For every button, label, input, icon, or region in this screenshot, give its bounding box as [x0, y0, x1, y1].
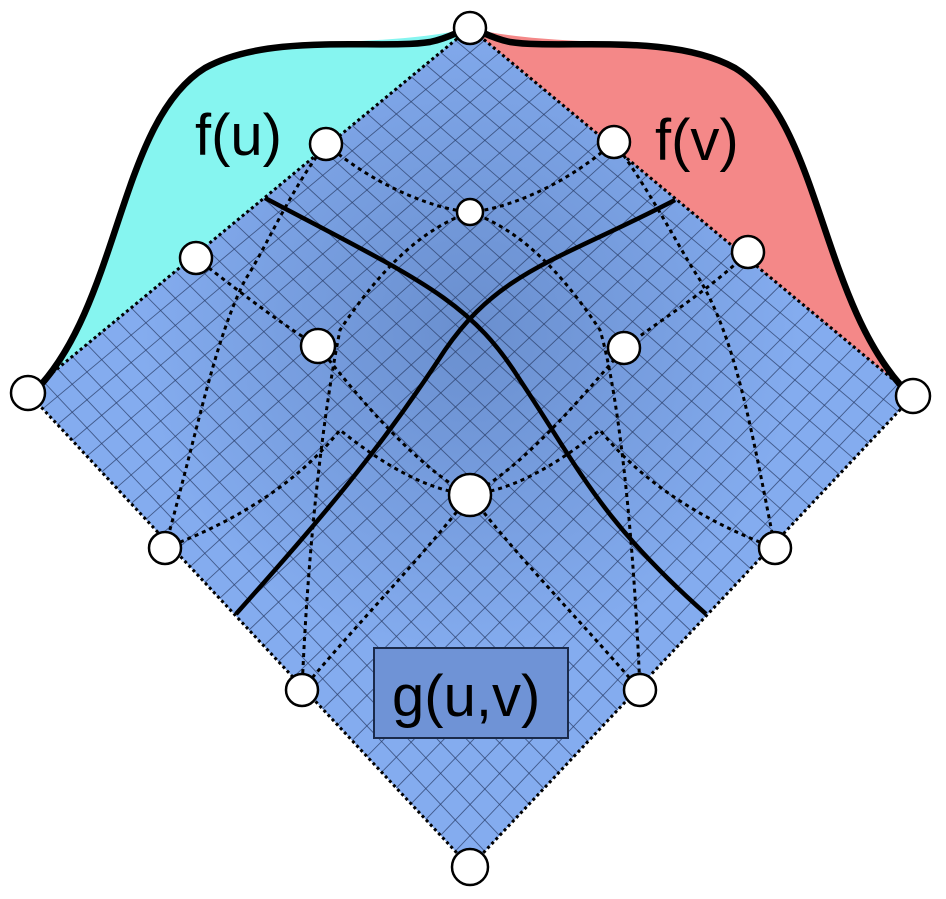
dotted-isoline-right-1	[612, 141, 777, 549]
solid-curve-right	[234, 198, 677, 616]
grid-line	[454, 39, 899, 413]
control-point-far-left[interactable]	[9, 374, 47, 412]
solid-curves	[234, 196, 708, 616]
control-point-center[interactable]	[447, 472, 493, 518]
control-point-top[interactable]	[452, 10, 488, 46]
label-f-u: f(u)	[195, 103, 282, 168]
grid-line	[425, 358, 870, 820]
control-point-mid-right[interactable]	[730, 234, 766, 270]
control-point-inner-left[interactable]	[299, 327, 337, 365]
grid-line	[440, 51, 884, 428]
control-point-mid-left[interactable]	[178, 240, 214, 276]
dotted-isoline-bottom-left	[300, 494, 472, 691]
control-point-inner-right[interactable]	[606, 330, 642, 366]
dotted-isoline-left-1	[163, 143, 328, 549]
control-point-bottom[interactable]	[450, 847, 490, 887]
dotted-isoline-bottom-right	[468, 494, 642, 691]
label-f-v: f(v)	[655, 108, 739, 173]
label-g-uv: g(u,v)	[392, 664, 540, 729]
grid-line	[410, 76, 855, 460]
grid-line	[425, 64, 869, 444]
label-g-uv-box	[373, 647, 569, 739]
grid-line	[454, 383, 899, 852]
control-point-lower-left[interactable]	[147, 530, 183, 566]
dotted-isoline-center-right	[469, 427, 776, 550]
dotted-isolines	[163, 140, 777, 691]
control-point-upper-center[interactable]	[455, 197, 485, 227]
control-point-lower-right[interactable]	[757, 530, 793, 566]
grid-line	[440, 371, 884, 836]
solid-curve-left	[263, 196, 708, 616]
dotted-isoline-u-2	[195, 250, 750, 497]
control-point-upper-left[interactable]	[308, 126, 344, 162]
dotted-isoline-left-2	[300, 210, 471, 691]
control-point-upper-right[interactable]	[596, 124, 632, 160]
control-point-far-right[interactable]	[894, 377, 932, 415]
control-handles	[9, 10, 932, 887]
control-point-bottom-right[interactable]	[622, 672, 658, 708]
control-point-bottom-left[interactable]	[284, 672, 320, 708]
dotted-isoline-center-left	[164, 427, 471, 550]
